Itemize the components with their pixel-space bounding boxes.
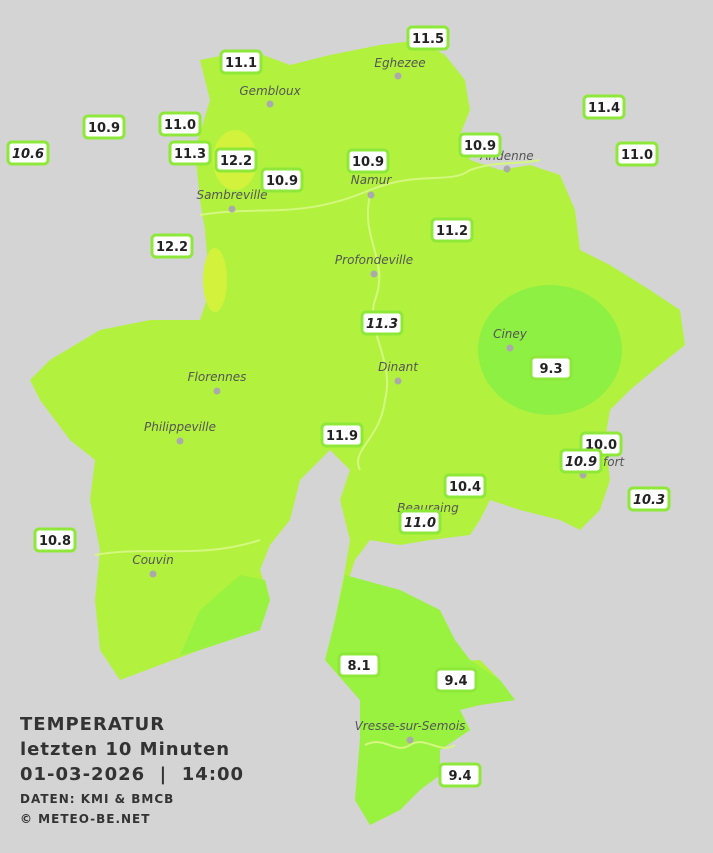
station-box (260, 167, 304, 193)
station-box (33, 527, 77, 553)
station-box (168, 140, 212, 166)
city-dot (367, 191, 375, 199)
city-label: Namur (351, 173, 393, 187)
station-box (360, 310, 404, 336)
station-box (150, 233, 194, 259)
city-label: Ciney (493, 327, 528, 341)
legend-period: letzten 10 Minuten (20, 739, 230, 760)
station-box (615, 141, 659, 167)
station-value: 11.4 (588, 101, 620, 116)
station-value: 10.9 (464, 139, 496, 154)
station-box (219, 49, 263, 75)
station-value: 9.4 (444, 674, 467, 689)
cool-zone (325, 575, 515, 825)
city-dot (149, 570, 157, 578)
warm-zone (203, 248, 227, 312)
station-value: 11.0 (621, 148, 653, 163)
city-dot (506, 344, 514, 352)
station-box (434, 667, 478, 693)
station-box (443, 473, 487, 499)
station-value: 11.0 (404, 516, 436, 531)
station-value: 11.1 (225, 56, 257, 71)
city-dot (503, 165, 511, 173)
river (357, 194, 388, 471)
legend-title: TEMPERATUR (20, 714, 165, 735)
river (364, 741, 456, 749)
station-value: 10.6 (12, 147, 44, 162)
station-box (406, 25, 450, 51)
station-box (559, 448, 603, 474)
station-value: 11.3 (366, 317, 398, 332)
station-value: 11.9 (326, 429, 358, 444)
station-box (337, 652, 381, 678)
station-box (214, 147, 258, 173)
city-dot (228, 205, 236, 213)
station-value: 10.3 (633, 493, 665, 508)
city-dot (394, 377, 402, 385)
legend-copyright: © METEO-BE.NET (20, 812, 150, 826)
station-value: 11.3 (174, 147, 206, 162)
city-dot (406, 736, 414, 744)
city-dot (213, 387, 221, 395)
legend-source: DATEN: KMI & BMCB (20, 792, 174, 806)
cool-zone (478, 285, 622, 415)
station-value: 10.8 (39, 534, 71, 549)
station-box (82, 114, 126, 140)
city-label: Florennes (188, 370, 247, 384)
station-value: 10.9 (266, 174, 298, 189)
station-value: 9.3 (539, 362, 562, 377)
city-label: Philippeville (144, 420, 216, 434)
cool-zone (180, 575, 270, 655)
river (94, 539, 261, 556)
station-value: 10.9 (88, 121, 120, 136)
city-label: Profondeville (335, 253, 413, 267)
station-value: 11.0 (164, 118, 196, 133)
city-label: Dinant (378, 360, 419, 374)
city-label: Vresse-sur-Semois (355, 719, 466, 733)
station-box (430, 217, 474, 243)
city-dot (370, 270, 378, 278)
station-value: 11.5 (412, 32, 444, 47)
river (199, 159, 541, 216)
city-label: Gembloux (239, 84, 301, 98)
station-value: 10.4 (449, 480, 481, 495)
station-box (398, 509, 442, 535)
station-box (529, 355, 573, 381)
station-value: 12.2 (156, 240, 188, 255)
city-dot (266, 100, 274, 108)
station-value: 10.9 (565, 455, 597, 470)
city-dot (394, 72, 402, 80)
station-box (346, 148, 390, 174)
station-box (158, 111, 202, 137)
station-value: 11.2 (436, 224, 468, 239)
city-label: Eghezee (374, 56, 425, 70)
station-box (320, 422, 364, 448)
station-value: 9.4 (448, 769, 471, 784)
station-box (582, 94, 626, 120)
station-value: 8.1 (347, 659, 370, 674)
legend-datetime: 01-03-2026 | 14:00 (20, 764, 244, 785)
station-value: 12.2 (220, 154, 252, 169)
station-box (627, 486, 671, 512)
city-label: Sambreville (196, 188, 267, 202)
city-dot (176, 437, 184, 445)
station-box (6, 140, 50, 166)
station-box (438, 762, 482, 788)
city-label: Couvin (132, 553, 173, 567)
station-box (458, 132, 502, 158)
station-value: 10.9 (352, 155, 384, 170)
